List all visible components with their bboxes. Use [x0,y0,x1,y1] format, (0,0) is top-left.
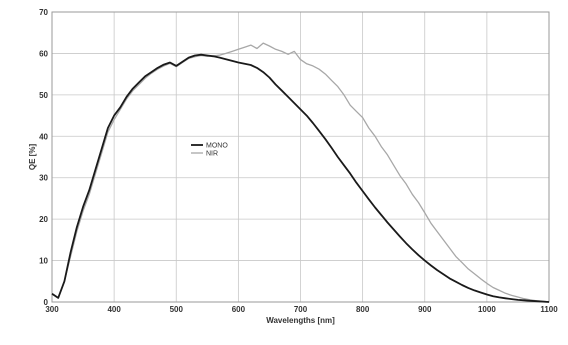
x-tick-label: 300 [45,305,59,314]
y-tick-label: 10 [39,257,48,266]
series-line-nir [51,42,550,303]
grid-lines [51,11,550,303]
y-axis-label: QE [%] [28,144,37,171]
legend-label-mono: MONO [206,143,228,150]
x-axis-label: Wavelengths [nm] [266,316,335,325]
legend-label-nir: NIR [206,151,218,158]
x-tick-label: 1000 [478,305,496,314]
x-tick-label: 600 [232,305,246,314]
series-lines [51,42,550,303]
x-tick-label: 900 [418,305,432,314]
x-tick-label: 400 [107,305,121,314]
x-tick-label: 500 [170,305,184,314]
y-tick-label: 30 [39,174,48,183]
y-tick-label: 0 [44,298,49,307]
series-line-mono [51,53,550,303]
y-axis-ticks: 0 10 20 30 40 50 60 70 [39,8,48,307]
y-tick-label: 20 [39,215,48,224]
plot-frame [51,11,550,303]
x-tick-label: 700 [294,305,308,314]
y-tick-label: 50 [39,91,48,100]
legend: MONO NIR [191,143,228,158]
y-tick-label: 40 [39,132,48,141]
x-tick-label: 800 [356,305,370,314]
y-tick-label: 60 [39,49,48,58]
y-tick-label: 70 [39,8,48,17]
x-tick-label: 1100 [540,305,558,314]
x-axis-ticks: 300 400 500 600 700 800 900 1000 1100 [45,305,558,314]
